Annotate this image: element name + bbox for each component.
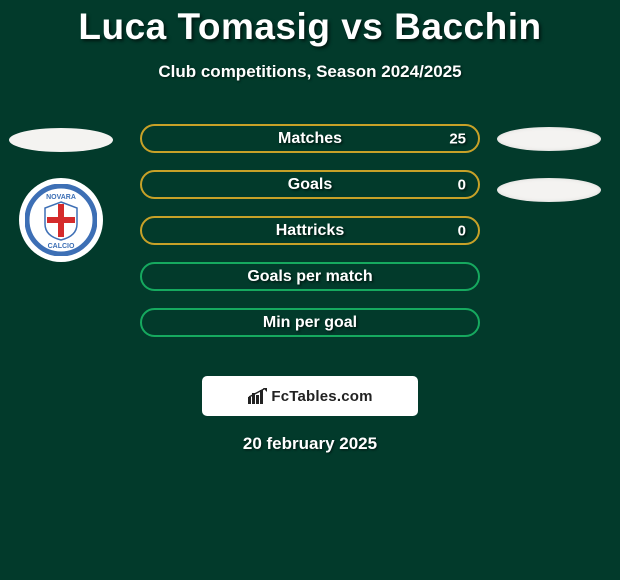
stat-pill: Goals per match	[140, 262, 480, 291]
stat-label: Hattricks	[276, 222, 344, 240]
stat-row: Goals per match	[0, 262, 620, 308]
bars-icon	[247, 387, 267, 405]
stat-label: Min per goal	[263, 314, 357, 332]
stat-label: Goals	[288, 176, 332, 194]
stat-value-right: 0	[458, 222, 466, 239]
stat-row: Goals 0	[0, 170, 620, 216]
player-right-slot-1	[497, 127, 601, 151]
comparison-subtitle: Club competitions, Season 2024/2025	[0, 62, 620, 82]
stat-label: Matches	[278, 130, 342, 148]
stat-label: Goals per match	[247, 268, 372, 286]
stat-value-right: 25	[449, 130, 466, 147]
comparison-title: Luca Tomasig vs Bacchin	[0, 0, 620, 48]
stat-pill: Min per goal	[140, 308, 480, 337]
stat-pill: Matches 25	[140, 124, 480, 153]
stats-container: Matches 25 Goals 0 Hattricks 0 Goals per match…	[0, 124, 620, 354]
stat-pill: Goals 0	[140, 170, 480, 199]
snapshot-date: 20 february 2025	[0, 434, 620, 454]
stat-pill: Hattricks 0	[140, 216, 480, 245]
attribution-text: FcTables.com	[271, 388, 372, 405]
stat-value-right: 0	[458, 176, 466, 193]
stat-row: Min per goal	[0, 308, 620, 354]
attribution-badge: FcTables.com	[202, 376, 418, 416]
stat-row: Hattricks 0	[0, 216, 620, 262]
